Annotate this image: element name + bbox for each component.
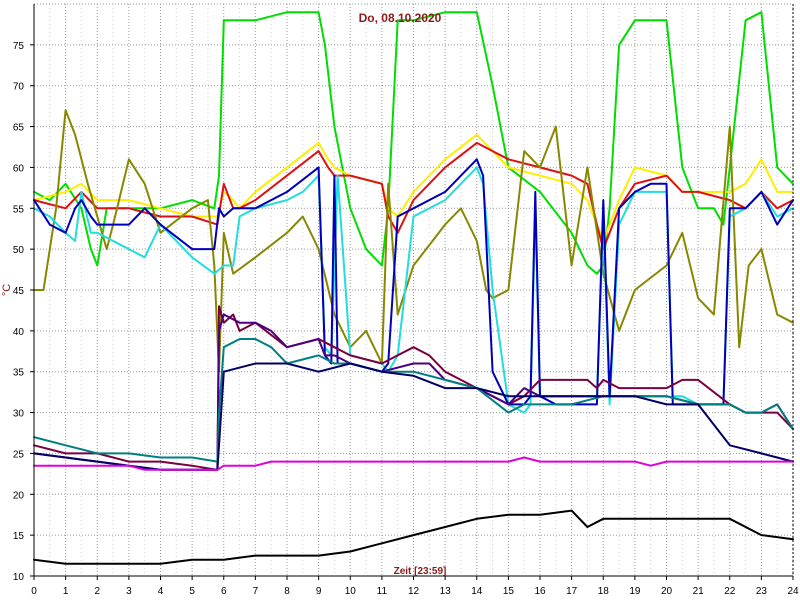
x-tick-label: 24 [787, 586, 799, 597]
y-tick-label: 40 [13, 327, 25, 338]
x-tick-label: 1 [63, 586, 69, 597]
x-tick-label: 15 [503, 586, 515, 597]
x-tick-label: 12 [408, 586, 420, 597]
x-tick-label: 19 [629, 586, 641, 597]
series-line-12 [33, 509, 794, 565]
series-line-6 [33, 158, 794, 406]
x-tick-label: 23 [756, 586, 768, 597]
y-tick-label: 75 [13, 41, 25, 52]
x-tick-label: 5 [189, 586, 195, 597]
y-tick-label: 45 [13, 286, 25, 297]
series-line-4 [33, 109, 794, 373]
x-tick-label: 9 [316, 586, 322, 597]
y-tick-label: 50 [13, 245, 25, 256]
series-line-11 [33, 456, 794, 471]
x-tick-label: 10 [345, 586, 357, 597]
y-tick-label: 30 [13, 409, 25, 420]
y-tick-labels: 10 15 20 25 30 35 40 45 50 55 60 65 70 75 [13, 41, 25, 583]
y-tick-label: 25 [13, 449, 25, 460]
series-line-1 [33, 11, 794, 275]
y-tick-label: 20 [13, 490, 25, 501]
x-tick-label: 8 [284, 586, 290, 597]
y-tick-label: 65 [13, 123, 25, 134]
x-tick-label: 18 [598, 586, 610, 597]
y-tick-label: 60 [13, 163, 25, 174]
x-tick-label: 0 [31, 586, 37, 597]
x-axis-label: Zeit [23:59] [394, 566, 447, 577]
x-tick-label: 2 [94, 586, 100, 597]
x-tick-label: 13 [440, 586, 452, 597]
y-axis-label: °C [1, 284, 13, 296]
x-tick-label: 16 [534, 586, 546, 597]
y-tick-label: 10 [13, 572, 25, 583]
x-tick-label: 14 [471, 586, 483, 597]
x-tick-label: 3 [126, 586, 132, 597]
x-tick-label: 17 [566, 586, 578, 597]
x-tick-label: 21 [693, 586, 705, 597]
x-tick-label: 7 [253, 586, 259, 597]
x-tick-label: 22 [724, 586, 736, 597]
x-tick-label: 11 [377, 586, 388, 597]
x-tick-label: 20 [661, 586, 673, 597]
series-line-3 [33, 141, 794, 251]
chart-title: Do, 08.10.2020 [359, 11, 442, 25]
y-tick-label: 55 [13, 204, 25, 215]
series-lines [33, 11, 794, 565]
y-tick-label: 15 [13, 531, 25, 542]
x-tick-label: 4 [158, 586, 164, 597]
x-tick-label: 6 [221, 586, 227, 597]
x-tick-labels: 0 1 2 3 4 5 6 7 8 9 10 11 12 13 14 15 16 17 18 19 20 21 22 23 24 [31, 586, 799, 597]
y-tick-label: 70 [13, 82, 25, 93]
y-tick-label: 35 [13, 368, 25, 379]
axes [30, 4, 794, 580]
